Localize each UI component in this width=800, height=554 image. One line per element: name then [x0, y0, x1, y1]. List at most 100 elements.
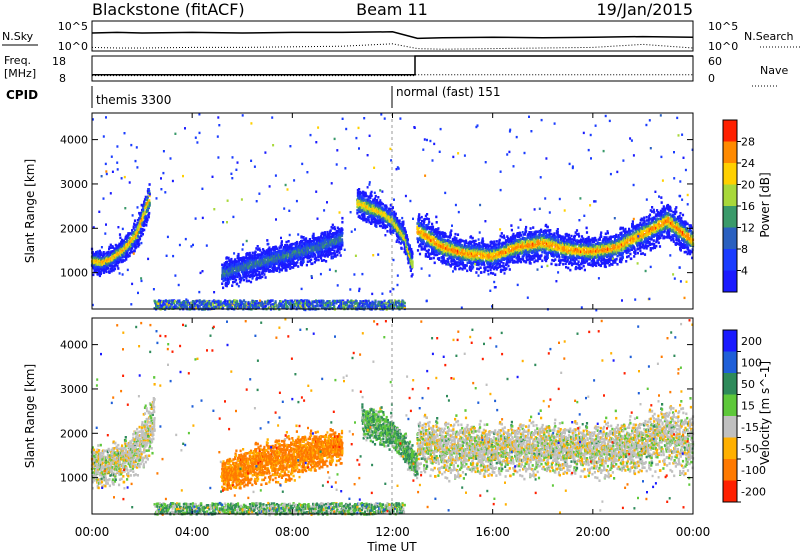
scatter-cell: [356, 212, 359, 215]
scatter-cell: [105, 270, 108, 274]
scatter-cell: [264, 267, 268, 270]
scatter-cell: [128, 254, 131, 258]
scatter-cell: [242, 272, 245, 276]
scatter-cell: [116, 264, 119, 268]
scatter-cell: [361, 201, 364, 205]
scatter-cell: [425, 244, 428, 248]
scatter-cell: [371, 214, 374, 217]
scatter-cell: [378, 219, 381, 222]
scatter-cell: [424, 214, 427, 218]
scatter-cell: [273, 265, 276, 269]
scatter-cell: [242, 278, 245, 282]
scatter-cell: [106, 267, 109, 270]
scatter-cell: [280, 253, 283, 257]
scatter-cell: [245, 277, 248, 280]
scatter-cell: [229, 274, 232, 277]
beam-title: Beam 11: [356, 0, 428, 19]
scatter-cell: [289, 267, 292, 270]
scatter-cell: [312, 235, 315, 238]
scatter-cell: [251, 251, 254, 255]
scatter-cell: [238, 261, 241, 265]
scatter-cell: [298, 244, 301, 248]
scatter-cell: [359, 206, 362, 209]
scatter-cell: [128, 251, 132, 255]
scatter-cell: [323, 241, 326, 244]
scatter-cell: [410, 274, 413, 278]
scatter-cell: [363, 202, 366, 205]
scatter-cell: [495, 243, 498, 246]
scatter-cell: [362, 218, 365, 222]
scatter-cell: [258, 247, 261, 250]
scatter-cell: [333, 225, 336, 229]
scatter-cell: [525, 260, 528, 264]
scatter-cell: [398, 232, 402, 236]
scatter-cell: [307, 256, 311, 260]
scatter-cell: [334, 255, 337, 258]
scatter-cell: [360, 217, 363, 220]
scatter-cell: [249, 280, 253, 284]
scatter-cell: [108, 247, 111, 251]
scatter-cell: [422, 238, 425, 242]
scatter-cell: [305, 263, 308, 267]
scatter-cell: [315, 245, 319, 248]
freq-panel: Freq. [MHz] 18 8 60 0 Nave: [4, 54, 788, 87]
scatter-cell: [280, 240, 283, 243]
scatter-cell: [358, 203, 361, 206]
scatter-cell: [136, 218, 139, 222]
scatter-cell: [498, 241, 501, 245]
scatter-cell: [131, 236, 134, 240]
scatter-cell: [254, 269, 258, 272]
scatter-cell: [396, 229, 399, 233]
scatter-cell: [361, 196, 364, 200]
scatter-cell: [297, 265, 300, 268]
scatter-cell: [117, 267, 120, 270]
scatter-cell: [263, 256, 266, 260]
scatter-cell: [142, 208, 145, 211]
scatter-cell: [409, 269, 412, 272]
scatter-cell: [137, 234, 140, 238]
scatter-cell: [148, 194, 151, 198]
scatter-cell: [312, 232, 315, 236]
scatter-cell: [432, 256, 435, 260]
scatter-cell: [416, 226, 420, 230]
scatter-cell: [338, 234, 341, 238]
scatter-cell: [408, 250, 411, 254]
scatter-cell: [118, 233, 122, 236]
scatter-cell: [307, 251, 311, 254]
scatter-cell: [102, 255, 105, 258]
scatter-cell: [333, 242, 336, 245]
scatter-cell: [408, 258, 412, 261]
scatter-cell: [519, 260, 523, 264]
scatter-cell: [254, 253, 257, 256]
scatter-cell: [262, 249, 266, 253]
scatter-cell: [306, 260, 309, 263]
scatter-cell: [113, 260, 116, 263]
scatter-cell: [377, 203, 380, 207]
scatter-cell: [378, 201, 382, 204]
scatter-cell: [257, 263, 260, 267]
scatter-cell: [510, 224, 513, 227]
scatter-cell: [103, 252, 106, 256]
scatter-cell: [99, 256, 102, 260]
nsearch-tick-high: 10^5: [708, 20, 738, 33]
scatter-cell: [459, 266, 462, 270]
scatter-cell: [118, 255, 122, 258]
scatter-cell: [325, 253, 328, 256]
scatter-cell: [237, 255, 240, 258]
scatter-cell: [421, 235, 425, 239]
scatter-cell: [368, 212, 371, 215]
scatter-cell: [98, 249, 101, 253]
scatter-cell: [136, 231, 139, 235]
scatter-cell: [390, 203, 393, 207]
scatter-cell: [221, 282, 224, 285]
scatter-cell: [126, 240, 129, 243]
scatter-cell: [98, 255, 101, 258]
scatter-cell: [222, 268, 225, 272]
scatter-cell: [367, 219, 370, 222]
scatter-cell: [244, 266, 247, 269]
scatter-cell: [120, 260, 123, 264]
scatter-cell: [336, 226, 339, 230]
scatter-cell: [378, 206, 382, 209]
scatter-cell: [302, 236, 305, 239]
scatter-cell: [396, 217, 399, 220]
